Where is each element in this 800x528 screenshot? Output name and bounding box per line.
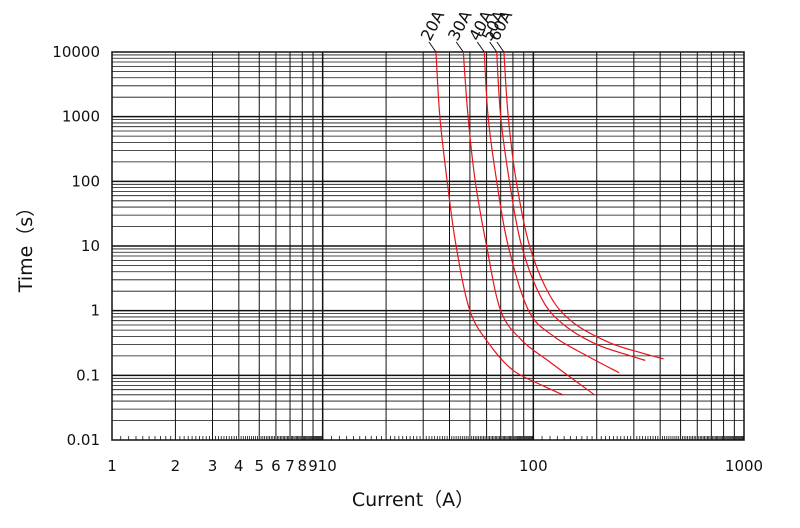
y-tick-label: 100 bbox=[71, 172, 100, 190]
grid-lines bbox=[112, 52, 744, 440]
y-tick-label: 1 bbox=[90, 302, 100, 320]
x-tick-label: 6 bbox=[271, 457, 281, 475]
series-curve-60A bbox=[503, 51, 664, 360]
series-curve-50A bbox=[496, 51, 646, 362]
series-curves bbox=[435, 51, 664, 396]
series-leader-20A bbox=[428, 41, 437, 53]
y-tick-label: 1000 bbox=[62, 108, 100, 126]
series-leader-50A bbox=[489, 41, 498, 53]
y-axis-title: Time（s） bbox=[15, 198, 37, 293]
y-tick-label: 0.01 bbox=[67, 431, 100, 449]
x-axis-title: Current（A） bbox=[352, 489, 474, 511]
series-curve-30A bbox=[462, 51, 595, 396]
x-tick-label: 3 bbox=[208, 457, 218, 475]
plot-frame bbox=[111, 51, 745, 441]
y-tick-label: 10 bbox=[81, 237, 100, 255]
y-tick-label: 0.1 bbox=[76, 366, 100, 384]
x-tick-label: 8 bbox=[297, 457, 307, 475]
series-curve-40A bbox=[483, 51, 620, 374]
series-leader-60A bbox=[496, 41, 505, 53]
x-tick-label: 2 bbox=[171, 457, 181, 475]
x-tick-label: 9 bbox=[308, 457, 318, 475]
x-tick-label: 10 bbox=[318, 457, 337, 475]
series-leader-30A bbox=[455, 41, 464, 53]
y-tick-label: 10000 bbox=[52, 43, 100, 61]
x-tick-label: 5 bbox=[254, 457, 264, 475]
x-tick-label: 7 bbox=[285, 457, 295, 475]
x-tick-label: 100 bbox=[519, 457, 548, 475]
plot-border bbox=[111, 51, 745, 441]
x-tick-label: 4 bbox=[234, 457, 244, 475]
series-curve-20A bbox=[435, 51, 564, 396]
series-leader-40A bbox=[476, 41, 485, 53]
series-label-20A: 20A bbox=[417, 7, 448, 44]
x-tick-label: 1 bbox=[107, 457, 117, 475]
x-tick-label: 1000 bbox=[725, 457, 763, 475]
